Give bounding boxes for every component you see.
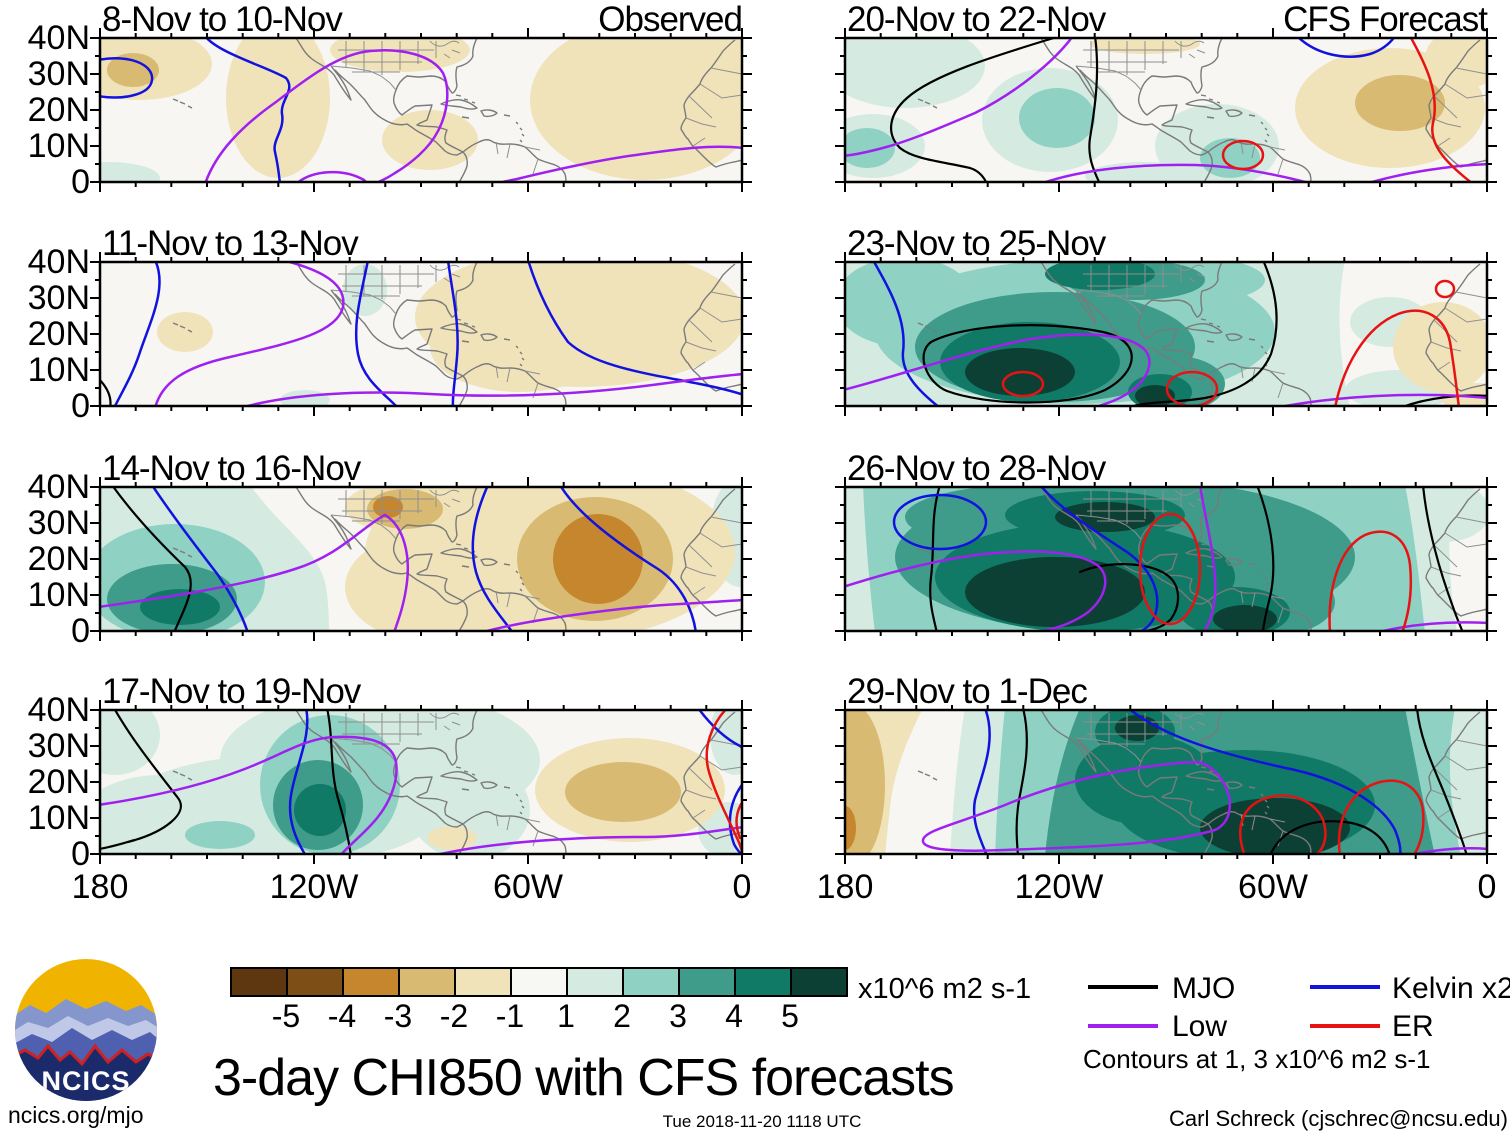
map-panel-L1: [90, 28, 752, 192]
legend-label-kelvin: Kelvin x2: [1392, 972, 1510, 1005]
legend-line-mjo: [1088, 985, 1158, 989]
x-tick-label: 180: [816, 868, 874, 906]
y-tick-label: 20N: [27, 763, 90, 801]
colorbar-cell: [398, 969, 454, 995]
legend-line-low: [1088, 1024, 1158, 1028]
x-tick-label: 0: [1477, 868, 1497, 906]
y-tick-label: 40N: [27, 691, 90, 729]
panel-title-L3: 14-Nov to 16-Nov: [102, 449, 361, 488]
map-panel-L3: [90, 477, 752, 641]
colorbar-tick-label: -1: [495, 998, 525, 1034]
map-panel-L4: [90, 700, 752, 864]
x-tick-label: 60W: [1238, 868, 1308, 906]
y-tick-label: 30N: [27, 279, 90, 317]
colorbar-tick-label: 3: [669, 998, 687, 1034]
colorbar-cell: [622, 969, 678, 995]
colorbar-cell: [678, 969, 734, 995]
y-tick-label: 0: [71, 612, 90, 650]
y-tick-label: 30N: [27, 504, 90, 542]
legend-label-mjo: MJO: [1172, 972, 1236, 1005]
colorbar-tick-label: 4: [725, 998, 743, 1034]
y-tick-label: 30N: [27, 55, 90, 93]
legend-note: Contours at 1, 3 x10^6 m2 s-1: [1083, 1044, 1431, 1074]
y-tick-label: 0: [71, 835, 90, 873]
map-panel-L2: [90, 252, 752, 416]
colorbar-tick-label: 5: [781, 998, 799, 1034]
panel-title-R2: 23-Nov to 25-Nov: [847, 224, 1106, 263]
colorbar: [230, 967, 848, 997]
legend-line-kelvin: [1310, 985, 1380, 989]
colorbar-tick-label: -2: [439, 998, 469, 1034]
y-tick-label: 0: [71, 387, 90, 425]
y-tick-label: 10N: [27, 576, 90, 614]
colorbar-tick-label: 1: [557, 998, 575, 1034]
colorbar-tick-label: -3: [383, 998, 413, 1034]
panel-title-R1: 20-Nov to 22-Nov: [847, 0, 1106, 39]
map-panel-R1: [835, 28, 1497, 192]
map-panel-R3: [835, 477, 1497, 641]
colorbar-tick-label: 2: [613, 998, 631, 1034]
colorbar-cell: [566, 969, 622, 995]
column-header-forecast: CFS Forecast: [1283, 0, 1488, 39]
legend-line-er: [1310, 1024, 1380, 1028]
figure-title: 3-day CHI850 with CFS forecasts: [213, 1049, 955, 1107]
y-tick-label: 10N: [27, 351, 90, 389]
panel-title-L4: 17-Nov to 19-Nov: [102, 672, 361, 711]
panel-title-L2: 11-Nov to 13-Nov: [102, 224, 359, 263]
x-tick-label: 120W: [1014, 868, 1104, 906]
colorbar-cell: [510, 969, 566, 995]
colorbar-cell: [790, 969, 846, 995]
y-tick-label: 40N: [27, 19, 90, 57]
x-tick-label: 0: [732, 868, 752, 906]
colorbar-unit: x10^6 m2 s-1: [858, 973, 1032, 1005]
colorbar-tick-label: -5: [271, 998, 301, 1034]
y-tick-label: 10N: [27, 799, 90, 837]
y-tick-label: 40N: [27, 468, 90, 506]
colorbar-cell: [286, 969, 342, 995]
panel-title-R3: 26-Nov to 28-Nov: [847, 449, 1106, 488]
column-header-observed: Observed: [598, 0, 743, 39]
footer-credit: Carl Schreck (cjschrec@ncsu.edu): [1169, 1106, 1508, 1131]
legend-label-er: ER: [1392, 1010, 1434, 1043]
y-tick-label: 10N: [27, 127, 90, 165]
panel-title-L1: 8-Nov to 10-Nov: [102, 0, 343, 39]
ncics-logo: NCICS: [15, 959, 157, 1101]
y-tick-label: 20N: [27, 315, 90, 353]
footer-timestamp: Tue 2018-11-20 1118 UTC: [662, 1112, 862, 1131]
panel-title-R4: 29-Nov to 1-Dec: [847, 672, 1088, 711]
x-tick-label: 120W: [269, 868, 359, 906]
y-tick-label: 20N: [27, 540, 90, 578]
logo-text: NCICS: [41, 1066, 130, 1096]
x-tick-label: 60W: [493, 868, 563, 906]
map-panel-R2: [835, 252, 1497, 416]
colorbar-cell: [734, 969, 790, 995]
map-panel-R4: [835, 700, 1497, 864]
footer-url: ncics.org/mjo: [8, 1102, 144, 1128]
y-tick-label: 30N: [27, 727, 90, 765]
legend-label-low: Low: [1172, 1010, 1228, 1043]
x-tick-label: 180: [71, 868, 129, 906]
y-tick-label: 0: [71, 163, 90, 201]
y-tick-label: 20N: [27, 91, 90, 129]
colorbar-cell: [454, 969, 510, 995]
colorbar-cell: [342, 969, 398, 995]
colorbar-cell: [232, 969, 286, 995]
colorbar-tick-label: -4: [327, 998, 357, 1034]
y-tick-label: 40N: [27, 243, 90, 281]
